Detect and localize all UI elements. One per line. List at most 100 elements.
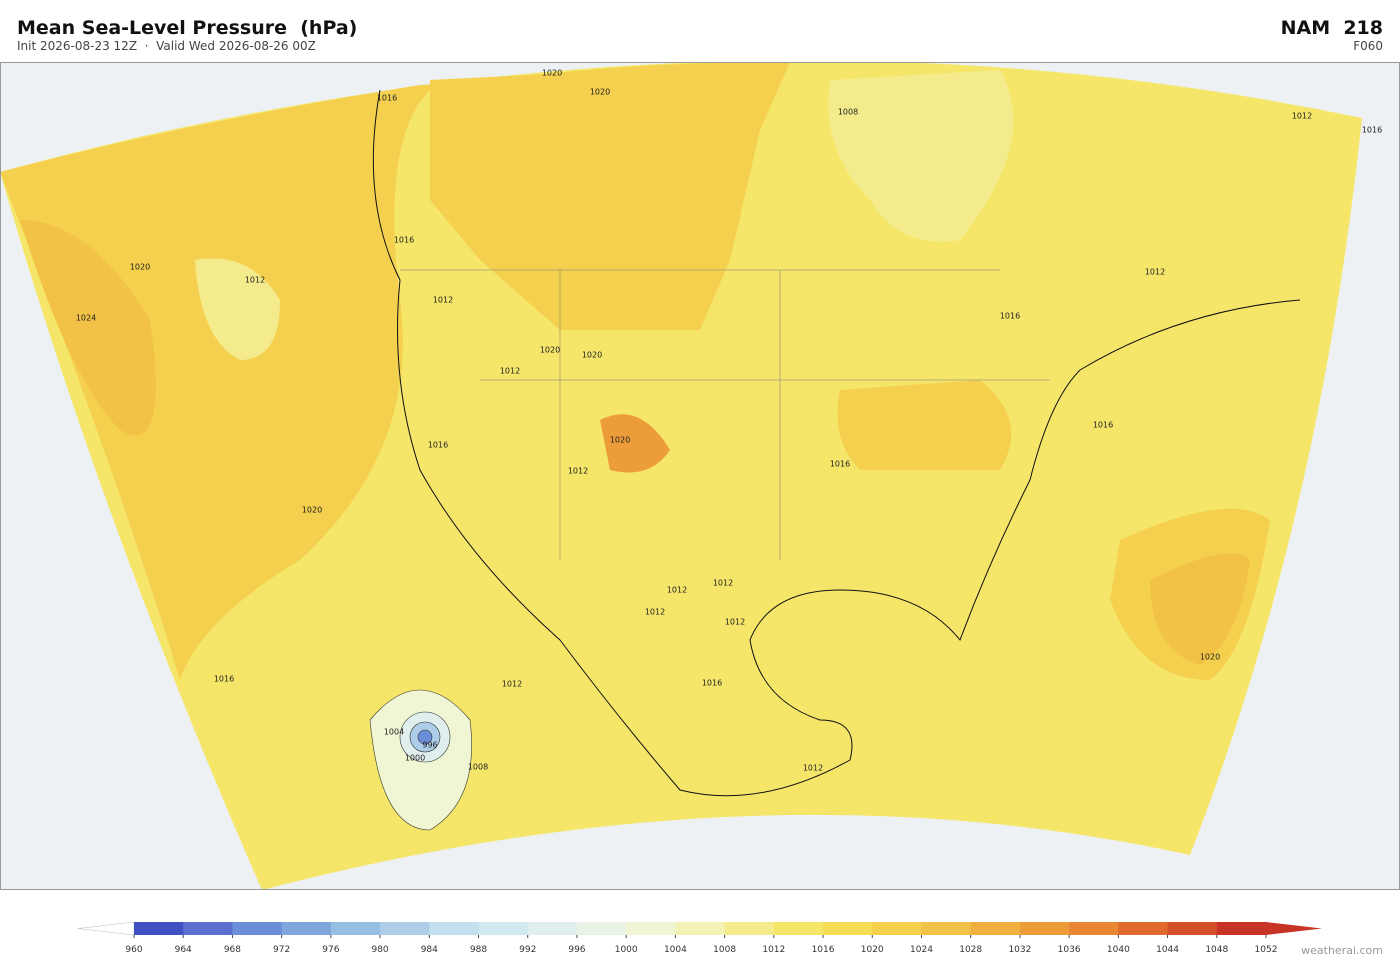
contour-label: 1020 bbox=[610, 436, 630, 445]
colorbar-bin bbox=[478, 922, 529, 935]
colorbar-tick-label: 1028 bbox=[959, 945, 982, 955]
contour-label: 1012 bbox=[667, 586, 687, 595]
contour-label: 1016 bbox=[394, 236, 414, 245]
contour-label: 1012 bbox=[245, 276, 265, 285]
contour-label: 1012 bbox=[568, 467, 588, 476]
colorbar-bin bbox=[183, 922, 233, 935]
colorbar-under bbox=[77, 921, 135, 936]
contour-label: 1012 bbox=[500, 367, 520, 376]
high-plains bbox=[430, 62, 790, 330]
colorbar-tick-label: 1044 bbox=[1156, 945, 1179, 955]
colorbar-bin bbox=[429, 922, 480, 935]
colorbar-tick-label: 1020 bbox=[861, 945, 884, 955]
contour-label: 1012 bbox=[502, 680, 522, 689]
subtitle: Init 2026-08-23 12Z · Valid Wed 2026-08-… bbox=[17, 39, 316, 53]
colorbar-tick-label: 1008 bbox=[713, 945, 736, 955]
credit: weatherai.com bbox=[1301, 944, 1383, 957]
coastline bbox=[372, 89, 1301, 797]
high-ohio bbox=[837, 380, 1012, 470]
colorbar-tick-label: 1012 bbox=[762, 945, 785, 955]
high-west bbox=[0, 62, 820, 680]
contour-label: 1012 bbox=[725, 618, 745, 627]
colorbar-bin bbox=[1118, 922, 1169, 935]
contour-label: 1024 bbox=[76, 314, 96, 323]
colorbar-tick-label: 1024 bbox=[910, 945, 933, 955]
colorbar-tick-label: 972 bbox=[273, 945, 290, 955]
borders bbox=[400, 269, 1050, 560]
colorbar-bin bbox=[134, 922, 184, 935]
colorbar-tick-label: 968 bbox=[224, 945, 241, 955]
colorbar-bin bbox=[232, 922, 283, 935]
contour-label: 1004 bbox=[384, 728, 404, 737]
contour-label: 1000 bbox=[405, 754, 425, 763]
contour-label: 1008 bbox=[468, 763, 488, 772]
model: NAM 218 bbox=[1281, 17, 1383, 39]
colorbar-tick-label: 992 bbox=[519, 945, 536, 955]
map: 1020 1016 1020 1008 1012 1016 1020 1012 1024 1016… bbox=[0, 62, 1400, 890]
colorbar-bin bbox=[970, 922, 1021, 935]
high-pacific bbox=[20, 220, 156, 436]
colorbar-tick-label: 960 bbox=[125, 945, 142, 955]
contour-label: 1020 bbox=[130, 263, 150, 272]
contour-label: 1016 bbox=[428, 441, 448, 450]
colorbar-bin bbox=[527, 922, 578, 935]
colorbar-tick-label: 964 bbox=[175, 945, 192, 955]
colorbar-bin bbox=[1167, 922, 1218, 935]
contour-label: 1020 bbox=[582, 351, 602, 360]
contour-label: 1016 bbox=[1000, 312, 1020, 321]
colorbar-tick-label: 1016 bbox=[812, 945, 835, 955]
colorbar-bin bbox=[1019, 922, 1070, 935]
colorbar-bin bbox=[1216, 922, 1267, 935]
contour-label: 1016 bbox=[702, 679, 722, 688]
contour-label: 1016 bbox=[214, 675, 234, 684]
contour-label: 1016 bbox=[377, 94, 397, 103]
low-canada bbox=[828, 70, 1014, 242]
colorbar-tick-label: 988 bbox=[470, 945, 487, 955]
colorbar-tick-label: 976 bbox=[322, 945, 339, 955]
high-atlantic-core bbox=[1150, 553, 1250, 665]
colorbar-bin bbox=[872, 922, 922, 935]
contour-label: 1012 bbox=[713, 579, 733, 588]
colorbar-tick-label: 1036 bbox=[1058, 945, 1081, 955]
contour-label: 1012 bbox=[1292, 112, 1312, 121]
contour-label: 1008 bbox=[838, 108, 858, 117]
contour-label: 1020 bbox=[540, 346, 560, 355]
colorbar-tick-label: 1040 bbox=[1107, 945, 1130, 955]
low-pacific bbox=[195, 258, 280, 360]
contour-label: 1020 bbox=[1200, 653, 1220, 662]
forecast-hour: F060 bbox=[1353, 39, 1383, 53]
colorbar-bin bbox=[281, 922, 332, 935]
low-core bbox=[417, 729, 433, 745]
colorbar-over bbox=[1266, 922, 1322, 935]
high-rockies bbox=[600, 414, 670, 473]
colorbar-bin bbox=[724, 922, 775, 935]
title: Mean Sea-Level Pressure (hPa) bbox=[17, 17, 357, 39]
colorbar-bin bbox=[380, 922, 430, 935]
contour-label: 1020 bbox=[542, 69, 562, 78]
contour-label: 1016 bbox=[830, 460, 850, 469]
contour-label: 1012 bbox=[1145, 268, 1165, 277]
colorbar-bin bbox=[1069, 922, 1119, 935]
colorbar-tick-label: 1032 bbox=[1008, 945, 1031, 955]
contour-label: 1016 bbox=[1093, 421, 1113, 430]
colorbar-bin bbox=[330, 922, 381, 935]
colorbar-tick-label: 984 bbox=[421, 945, 438, 955]
colorbar-bin bbox=[823, 922, 873, 935]
contour-label: 1020 bbox=[302, 506, 322, 515]
contour-label: 1012 bbox=[645, 608, 665, 617]
contour-label: 1020 bbox=[590, 88, 610, 97]
contour-label: 1012 bbox=[803, 764, 823, 773]
colorbar-tick-label: 1052 bbox=[1255, 945, 1278, 955]
colorbar-tick-label: 1000 bbox=[615, 945, 638, 955]
colorbar-bin bbox=[921, 922, 972, 935]
colorbar-tick-label: 996 bbox=[568, 945, 585, 955]
colorbar-bin bbox=[675, 922, 726, 935]
contour-label: 996 bbox=[422, 741, 437, 750]
contour-label: 1016 bbox=[1362, 126, 1382, 135]
colorbar-bin bbox=[626, 922, 676, 935]
colorbar-bin bbox=[773, 922, 824, 935]
colorbar-tick-label: 980 bbox=[371, 945, 388, 955]
colorbar-bin bbox=[576, 922, 627, 935]
